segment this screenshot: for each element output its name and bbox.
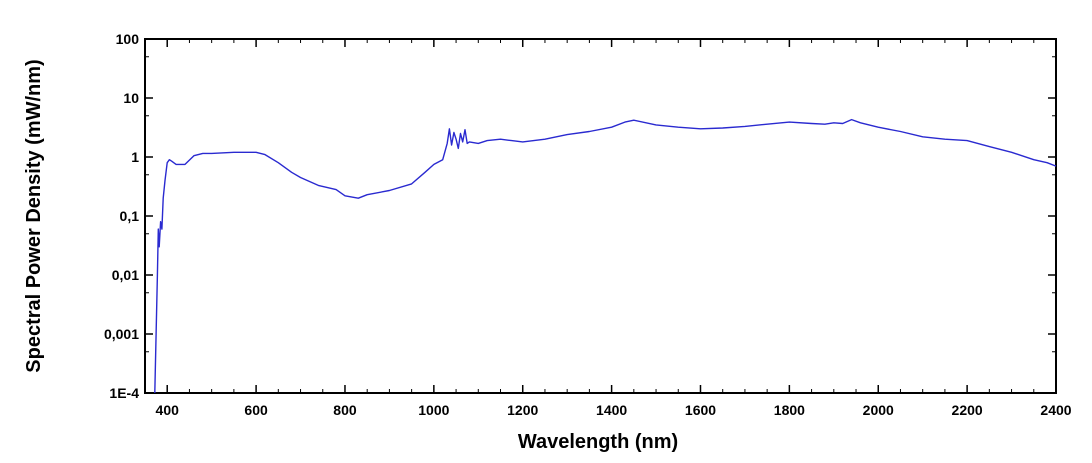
x-tick-label: 600 bbox=[244, 402, 268, 418]
x-tick-label: 2400 bbox=[1040, 402, 1071, 418]
x-tick-label: 800 bbox=[333, 402, 357, 418]
y-tick-label: 0,1 bbox=[120, 208, 140, 224]
y-tick-label: 1E-4 bbox=[109, 385, 139, 401]
x-tick-label: 2000 bbox=[863, 402, 894, 418]
x-axis-title: Wavelength (nm) bbox=[518, 431, 678, 453]
x-tick-label: 2200 bbox=[952, 402, 983, 418]
y-axis-title: Spectral Power Density (mW/nm) bbox=[23, 59, 45, 372]
x-tick-label: 1400 bbox=[596, 402, 627, 418]
x-tick-label: 1800 bbox=[774, 402, 805, 418]
y-tick-label: 0,001 bbox=[104, 326, 139, 342]
plot-area-frame bbox=[144, 38, 1057, 394]
x-tick-label: 1200 bbox=[507, 402, 538, 418]
y-tick-label: 100 bbox=[116, 31, 140, 47]
spectrum-series-line bbox=[154, 118, 1057, 394]
x-tick-label: 400 bbox=[156, 402, 180, 418]
x-tick-label: 1000 bbox=[418, 402, 449, 418]
x-tick-label: 1600 bbox=[685, 402, 716, 418]
y-tick-label: 1 bbox=[131, 149, 139, 165]
y-tick-label: 10 bbox=[123, 90, 139, 106]
y-tick-label: 0,01 bbox=[112, 267, 139, 283]
